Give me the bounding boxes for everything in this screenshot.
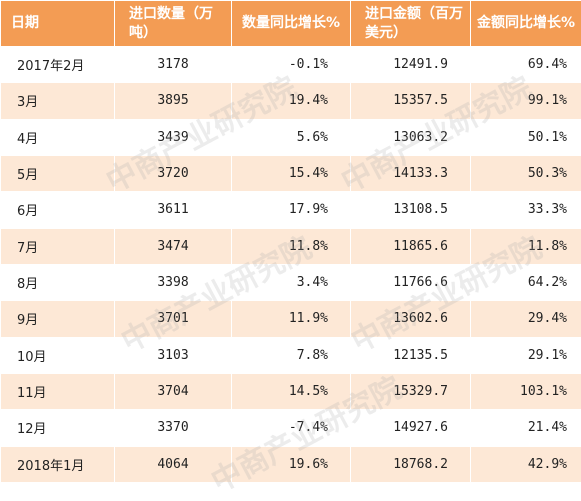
cell-date: 6月 — [1, 192, 115, 228]
cell-quantity-yoy: 7.8% — [232, 337, 351, 373]
cell-quantity-yoy: 15.4% — [232, 155, 351, 191]
cell-date: 3月 — [1, 83, 115, 119]
cell-amount-yoy: 29.4% — [471, 301, 581, 337]
cell-date: 5月 — [1, 155, 115, 191]
cell-quantity-yoy: 17.9% — [232, 192, 351, 228]
cell-date: 2017年2月 — [1, 47, 115, 83]
table-header-row: 日期 进口数量（万吨） 数量同比增长% 进口金额（百万美元） 金额同比增长% — [1, 1, 581, 47]
table-container: 日期 进口数量（万吨） 数量同比增长% 进口金额（百万美元） 金额同比增长% 2… — [0, 0, 581, 483]
header-amount: 进口金额（百万美元） — [351, 1, 471, 47]
cell-amount-yoy: 103.1% — [471, 373, 581, 409]
cell-amount-yoy: 50.3% — [471, 155, 581, 191]
import-data-table: 日期 进口数量（万吨） 数量同比增长% 进口金额（百万美元） 金额同比增长% 2… — [0, 0, 581, 483]
cell-quantity-yoy: -7.4% — [232, 410, 351, 446]
cell-date: 10月 — [1, 337, 115, 373]
cell-amount: 14927.6 — [351, 410, 471, 446]
cell-amount-yoy: 99.1% — [471, 83, 581, 119]
cell-quantity: 3370 — [115, 410, 232, 446]
cell-amount-yoy: 29.1% — [471, 337, 581, 373]
cell-amount: 13063.2 — [351, 119, 471, 155]
cell-amount: 13108.5 — [351, 192, 471, 228]
cell-quantity: 3720 — [115, 155, 232, 191]
cell-quantity: 4064 — [115, 446, 232, 482]
cell-quantity: 3439 — [115, 119, 232, 155]
cell-amount: 11865.6 — [351, 228, 471, 264]
cell-quantity-yoy: 5.6% — [232, 119, 351, 155]
cell-amount: 15329.7 — [351, 373, 471, 409]
cell-quantity-yoy: 11.8% — [232, 228, 351, 264]
cell-amount-yoy: 21.4% — [471, 410, 581, 446]
cell-amount: 12135.5 — [351, 337, 471, 373]
cell-quantity: 3103 — [115, 337, 232, 373]
cell-amount: 13602.6 — [351, 301, 471, 337]
cell-quantity: 3611 — [115, 192, 232, 228]
cell-amount: 15357.5 — [351, 83, 471, 119]
cell-amount-yoy: 69.4% — [471, 47, 581, 83]
cell-quantity: 3178 — [115, 47, 232, 83]
cell-date: 4月 — [1, 119, 115, 155]
cell-date: 12月 — [1, 410, 115, 446]
cell-quantity-yoy: 3.4% — [232, 264, 351, 300]
cell-amount: 14133.3 — [351, 155, 471, 191]
header-date: 日期 — [1, 1, 115, 47]
cell-quantity: 3895 — [115, 83, 232, 119]
cell-amount-yoy: 11.8% — [471, 228, 581, 264]
cell-quantity-yoy: 19.4% — [232, 83, 351, 119]
header-amount-yoy: 金额同比增长% — [471, 1, 581, 47]
cell-quantity: 3398 — [115, 264, 232, 300]
cell-date: 2018年1月 — [1, 446, 115, 482]
cell-amount-yoy: 64.2% — [471, 264, 581, 300]
cell-amount: 12491.9 — [351, 47, 471, 83]
cell-date: 11月 — [1, 373, 115, 409]
cell-quantity-yoy: 14.5% — [232, 373, 351, 409]
cell-date: 9月 — [1, 301, 115, 337]
cell-amount-yoy: 33.3% — [471, 192, 581, 228]
cell-quantity-yoy: 11.9% — [232, 301, 351, 337]
header-quantity-yoy: 数量同比增长% — [232, 1, 351, 47]
cell-amount: 18768.2 — [351, 446, 471, 482]
cell-quantity: 3704 — [115, 373, 232, 409]
header-quantity: 进口数量（万吨） — [115, 1, 232, 47]
cell-amount: 11766.6 — [351, 264, 471, 300]
cell-date: 8月 — [1, 264, 115, 300]
cell-quantity-yoy: -0.1% — [232, 47, 351, 83]
cell-amount-yoy: 50.1% — [471, 119, 581, 155]
cell-quantity: 3474 — [115, 228, 232, 264]
cell-date: 7月 — [1, 228, 115, 264]
cell-quantity-yoy: 19.6% — [232, 446, 351, 482]
cell-amount-yoy: 42.9% — [471, 446, 581, 482]
cell-quantity: 3701 — [115, 301, 232, 337]
